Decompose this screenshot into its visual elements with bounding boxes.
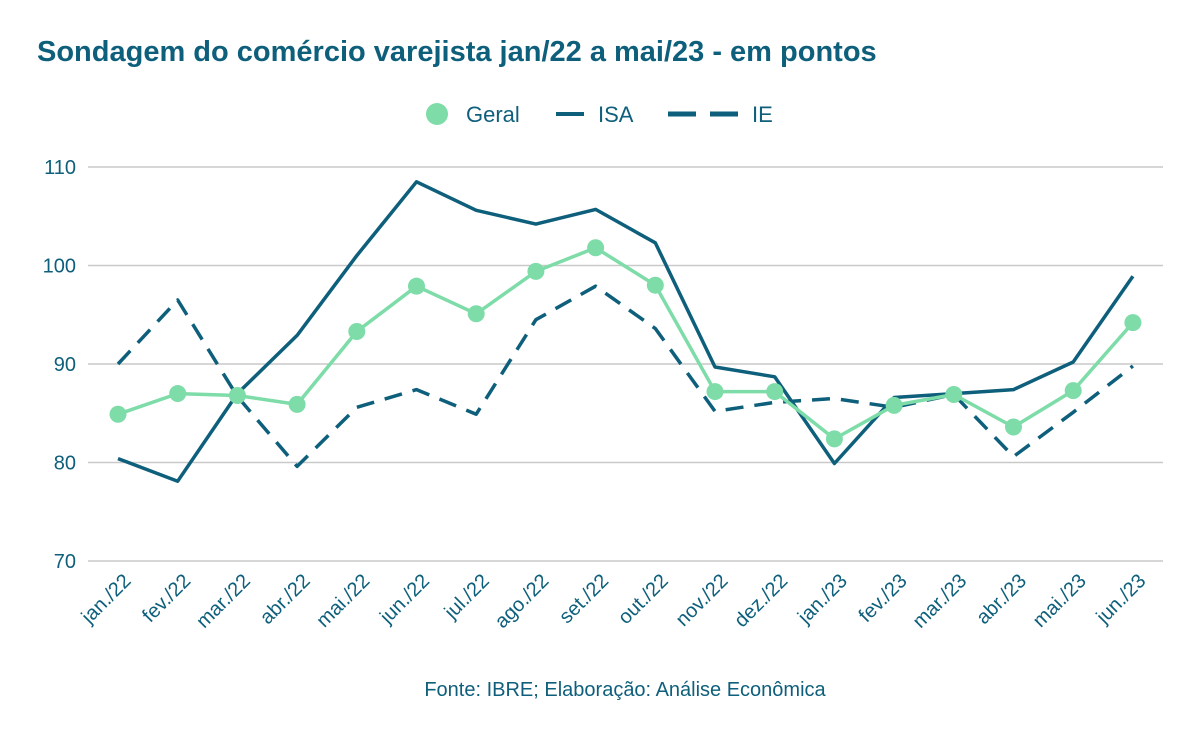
data-point-geral bbox=[288, 395, 306, 413]
y-tick-label: 70 bbox=[54, 551, 76, 573]
data-point-geral bbox=[1005, 418, 1022, 436]
data-point-geral bbox=[228, 387, 246, 405]
data-point-geral bbox=[766, 383, 784, 401]
x-tick-label: abr./23 bbox=[972, 570, 1031, 629]
x-tick-label: jun./22 bbox=[375, 570, 434, 629]
x-tick-label: jan./23 bbox=[793, 570, 852, 629]
x-tick-label: ago./22 bbox=[491, 570, 554, 633]
legend-label-ie: IE bbox=[752, 102, 773, 127]
x-tick-label: jan./22 bbox=[77, 570, 136, 629]
data-point-geral bbox=[646, 276, 664, 294]
data-point-geral bbox=[1124, 314, 1142, 332]
data-point-geral bbox=[169, 385, 187, 403]
legend-line-ie bbox=[668, 111, 738, 117]
x-tick-label: jun./23 bbox=[1092, 570, 1151, 629]
data-point-geral bbox=[1064, 382, 1082, 400]
series-line-isa bbox=[117, 180, 1135, 483]
data-point-geral bbox=[825, 430, 843, 448]
x-tick-label: dez./22 bbox=[730, 570, 792, 632]
x-tick-label: jul./22 bbox=[440, 570, 494, 624]
data-point-geral bbox=[527, 262, 545, 280]
source-note: Fonte: IBRE; Elaboração: Análise Econômi… bbox=[424, 679, 826, 701]
x-tick-label: abr./22 bbox=[256, 570, 315, 629]
x-tick-label: mai./22 bbox=[312, 570, 374, 632]
data-point-geral bbox=[348, 322, 366, 340]
y-tick-label: 90 bbox=[54, 354, 76, 376]
legend-label-isa: ISA bbox=[598, 102, 634, 127]
y-tick-label: 110 bbox=[44, 157, 76, 179]
series-line-ie bbox=[116, 284, 1134, 469]
x-tick-label: mai./23 bbox=[1029, 570, 1091, 632]
x-tick-label: mar./22 bbox=[192, 570, 255, 633]
x-tick-label: mar./23 bbox=[909, 570, 972, 633]
chart-legend: Geral ISA IE bbox=[0, 98, 1200, 130]
legend-label-geral: Geral bbox=[466, 102, 520, 127]
data-point-geral bbox=[885, 396, 903, 414]
data-point-geral bbox=[109, 405, 127, 423]
x-tick-label: fev./22 bbox=[138, 570, 195, 627]
data-point-geral bbox=[587, 239, 605, 257]
x-tick-label: set./22 bbox=[555, 570, 613, 628]
x-tick-label: fev./23 bbox=[855, 570, 912, 627]
data-point-geral bbox=[408, 277, 425, 295]
legend-line-isa bbox=[556, 112, 584, 116]
x-tick-label: nov./22 bbox=[672, 570, 733, 631]
data-point-geral bbox=[706, 383, 724, 401]
y-tick-label: 100 bbox=[43, 256, 76, 278]
y-tick-label: 80 bbox=[54, 453, 76, 475]
chart-title: Sondagem do comércio varejista jan/22 a … bbox=[37, 36, 877, 68]
series-line-geral bbox=[117, 246, 1135, 441]
data-point-geral bbox=[945, 386, 963, 404]
x-tick-label: out./22 bbox=[614, 570, 673, 629]
legend-marker-geral bbox=[426, 103, 448, 125]
data-point-geral bbox=[467, 305, 485, 323]
